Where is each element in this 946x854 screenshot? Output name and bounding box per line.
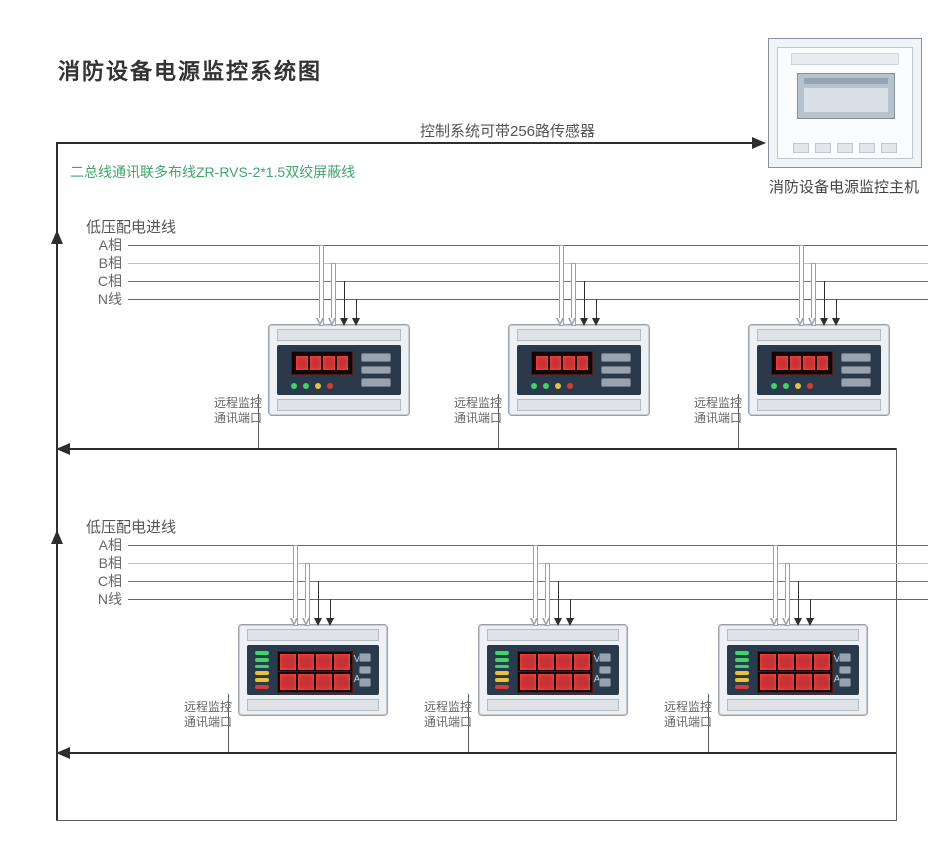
status-leds (531, 383, 573, 389)
remote-port-caption: 远程监控通讯端口 (694, 396, 764, 426)
tap-arrow-down-icon (314, 618, 322, 626)
phase-line (128, 281, 928, 282)
sensor-keys (841, 353, 871, 387)
digit-display (771, 351, 833, 375)
tap-arrow-down-icon (592, 318, 600, 326)
phase-tap (293, 545, 298, 626)
sensor-keys (359, 653, 371, 687)
phase-tap (571, 263, 576, 326)
sensor-keys (839, 653, 851, 687)
host-screen (797, 73, 895, 119)
digit-display-a (517, 671, 593, 693)
phase-tap (559, 245, 564, 326)
sensor-panel: VA (727, 645, 859, 695)
status-led-column (735, 651, 749, 689)
phase-line (128, 563, 928, 564)
phase-line (128, 299, 928, 300)
status-leds (291, 383, 333, 389)
diagram-title: 消防设备电源监控系统图 (58, 54, 322, 86)
return-bus-line (70, 448, 896, 450)
phase-tap (545, 563, 550, 626)
host-label-strip (791, 53, 899, 65)
digit-display-a (277, 671, 353, 693)
arrow-left-icon (56, 443, 70, 455)
sensor-module-a (268, 324, 410, 416)
phase-tap (305, 563, 310, 626)
phase-tap (799, 245, 804, 326)
sensor-module-a (508, 324, 650, 416)
tap-arrow-down-icon (832, 318, 840, 326)
phase-tap (785, 563, 790, 626)
bus-to-host-line (56, 142, 752, 144)
sensor-keys (599, 653, 611, 687)
sensor-keys (601, 353, 631, 387)
tap-arrow-down-icon (820, 318, 828, 326)
sensor-module-a (748, 324, 890, 416)
bottom-bus-line (56, 820, 897, 821)
sensor-panel: VA (247, 645, 379, 695)
arrow-up-icon (51, 530, 63, 544)
status-led-column (255, 651, 269, 689)
phase-labels: A相B相C相N线 (78, 236, 122, 308)
arrow-right-icon (752, 137, 766, 149)
sensor-keys (361, 353, 391, 387)
feeder-title: 低压配电进线 (86, 216, 176, 237)
phase-line (128, 581, 928, 582)
phase-tap (331, 263, 336, 326)
phase-line (128, 245, 928, 246)
phase-line-group (128, 540, 928, 612)
sensor-module-b: VA (238, 624, 388, 716)
phase-line (128, 599, 928, 600)
phase-line (128, 545, 928, 546)
tap-arrow-down-icon (554, 618, 562, 626)
arrow-left-icon (56, 747, 70, 759)
status-led-column (495, 651, 509, 689)
sensor-panel (277, 345, 401, 395)
phase-tap (773, 545, 778, 626)
tap-arrow-down-icon (566, 618, 574, 626)
side-vline (896, 752, 897, 820)
sensor-panel (757, 345, 881, 395)
tap-arrow-down-icon (794, 618, 802, 626)
phase-labels: A相B相C相N线 (78, 536, 122, 608)
host-buttons (793, 143, 897, 153)
arrow-up-icon (51, 230, 63, 244)
digit-display (291, 351, 353, 375)
digit-display-a (757, 671, 833, 693)
sensor-panel: VA (487, 645, 619, 695)
remote-port-caption: 远程监控通讯端口 (214, 396, 284, 426)
feeder-title: 低压配电进线 (86, 516, 176, 537)
phase-tap (319, 245, 324, 326)
sensor-module-b: VA (718, 624, 868, 716)
phase-line-group (128, 240, 928, 312)
digit-display-v (517, 651, 593, 673)
sensor-module-b: VA (478, 624, 628, 716)
sensor-capacity-note: 控制系统可带256路传感器 (420, 120, 595, 141)
remote-port-caption: 远程监控通讯端口 (454, 396, 524, 426)
bus-wiring-spec: 二总线通讯联多布线ZR-RVS-2*1.5双绞屏蔽线 (70, 162, 355, 182)
tap-arrow-down-icon (806, 618, 814, 626)
digit-display-v (757, 651, 833, 673)
tap-arrow-down-icon (326, 618, 334, 626)
tap-arrow-down-icon (340, 318, 348, 326)
digit-display-v (277, 651, 353, 673)
tap-arrow-down-icon (580, 318, 588, 326)
digit-display (531, 351, 593, 375)
remote-port-caption: 远程监控通讯端口 (424, 700, 494, 730)
status-leds (771, 383, 813, 389)
remote-port-caption: 远程监控通讯端口 (664, 700, 734, 730)
phase-tap (811, 263, 816, 326)
phase-line (128, 263, 928, 264)
return-bus-line (70, 752, 896, 754)
tap-arrow-down-icon (352, 318, 360, 326)
phase-tap (533, 545, 538, 626)
sensor-panel (517, 345, 641, 395)
monitor-host (768, 38, 922, 168)
remote-port-caption: 远程监控通讯端口 (184, 700, 254, 730)
host-caption: 消防设备电源监控主机 (748, 176, 940, 197)
